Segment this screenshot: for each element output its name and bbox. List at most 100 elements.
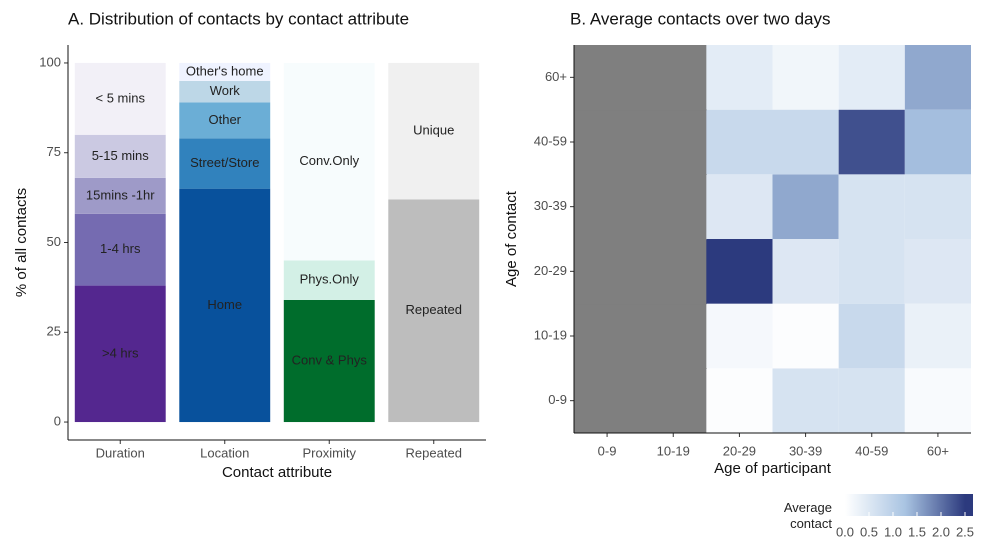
x-tick-label: 10-19: [657, 443, 690, 458]
segment-label: 1-4 hrs: [100, 241, 141, 256]
segment-label: Repeated: [406, 302, 462, 317]
na-cell: [574, 109, 641, 175]
colorbar-pad-left: [837, 494, 845, 516]
segment-label: Conv.Only: [299, 153, 359, 168]
y-tick-label: 30-39: [534, 198, 567, 213]
legend-title: Average contact: [783, 500, 832, 531]
y-tick-label: 0-9: [548, 392, 567, 407]
heat-cell: [838, 368, 905, 433]
x-axis-title: Age of participant: [714, 460, 832, 477]
y-axis-title: % of all contacts: [13, 188, 30, 297]
heat-cell: [904, 239, 971, 304]
na-cell: [640, 368, 707, 434]
bar-segment: [388, 199, 480, 423]
bar-segment: [74, 177, 166, 214]
bar-segment: [179, 188, 271, 423]
bar-segment: [179, 102, 271, 139]
bar-segment: [74, 285, 166, 423]
bar-segment: [283, 260, 375, 300]
segment-label: Work: [210, 83, 241, 98]
y-tick-label: 10-19: [534, 327, 567, 342]
y-tick-label: 0: [54, 413, 61, 428]
y-axis-title: Age of contact: [503, 190, 520, 287]
heat-cell: [904, 368, 971, 433]
segment-label: Street/Store: [190, 155, 259, 170]
heat-cell: [904, 303, 971, 369]
heat-cell: [904, 45, 971, 110]
colorbar: [845, 494, 965, 516]
na-cell: [574, 174, 641, 240]
heat-cell: [772, 239, 839, 304]
heat-cell: [706, 368, 773, 433]
segment-label: < 5 mins: [96, 90, 146, 105]
segment-label: Unique: [413, 123, 454, 138]
heat-cell: [772, 303, 839, 369]
segment-label: Home: [207, 297, 242, 312]
segment-label: >4 hrs: [102, 345, 139, 360]
x-tick-label: Location: [200, 445, 249, 460]
heat-cell: [904, 109, 971, 175]
bar-segment: [283, 62, 375, 261]
heat-cell: [706, 109, 773, 175]
y-tick-label: 20-29: [534, 263, 567, 278]
heat-cell: [772, 45, 839, 110]
segment-label: Conv & Phys: [292, 352, 368, 367]
legend-tick-label: 1.0: [884, 524, 902, 539]
y-tick-label: 40-59: [534, 133, 567, 148]
legend-tick-label: 0.5: [860, 524, 878, 539]
bar-segment: [179, 80, 271, 103]
y-tick-label: 100: [39, 54, 61, 69]
chart-title: A. Distribution of contacts by contact a…: [68, 9, 409, 28]
na-cell: [574, 368, 641, 434]
na-cell: [574, 239, 641, 305]
segment-label: 15mins -1hr: [86, 187, 155, 202]
na-cell: [640, 174, 707, 240]
segment-label: Other: [208, 112, 241, 127]
legend-tick-label: 2.0: [932, 524, 950, 539]
heat-cell: [838, 45, 905, 110]
bar-segment: [388, 62, 480, 200]
legend-tick-label: 2.5: [956, 524, 974, 539]
na-cell: [574, 45, 641, 111]
x-axis-title: Contact attribute: [222, 464, 332, 481]
heat-cell: [772, 109, 839, 175]
colorbar-pad-right: [965, 494, 973, 516]
bar-segment: [74, 62, 166, 135]
bar-segment: [74, 134, 166, 178]
legend-tick-label: 0.0: [836, 524, 854, 539]
chart-title: B. Average contacts over two days: [570, 9, 831, 28]
x-tick-label: Repeated: [406, 445, 462, 460]
bar-segment: [179, 62, 271, 81]
na-cell: [640, 109, 707, 175]
x-tick-label: 40-59: [855, 443, 888, 458]
x-tick-label: 30-39: [789, 443, 822, 458]
x-tick-label: 20-29: [723, 443, 756, 458]
heat-cell: [706, 303, 773, 369]
heat-cell: [772, 368, 839, 433]
heat-cell: [838, 303, 905, 369]
y-tick-label: 60+: [545, 69, 567, 84]
heat-cell: [838, 239, 905, 304]
heat-cell: [772, 174, 839, 239]
x-tick-label: 0-9: [598, 443, 617, 458]
x-tick-label: 60+: [927, 443, 949, 458]
segment-label: Other's home: [186, 63, 264, 78]
heat-cell: [706, 45, 773, 110]
na-cell: [574, 303, 641, 369]
bar-segment: [179, 138, 271, 189]
bar-segment: [283, 299, 375, 423]
y-tick-label: 25: [47, 324, 61, 339]
na-cell: [640, 239, 707, 305]
heat-cell: [706, 174, 773, 239]
segment-label: 5-15 mins: [92, 148, 150, 163]
na-cell: [640, 303, 707, 369]
bar-segment: [74, 213, 166, 286]
na-cell: [640, 45, 707, 111]
heat-cell: [904, 174, 971, 239]
heat-cell: [706, 239, 773, 304]
x-tick-label: Duration: [96, 445, 145, 460]
legend-tick-label: 1.5: [908, 524, 926, 539]
heat-cell: [838, 174, 905, 239]
